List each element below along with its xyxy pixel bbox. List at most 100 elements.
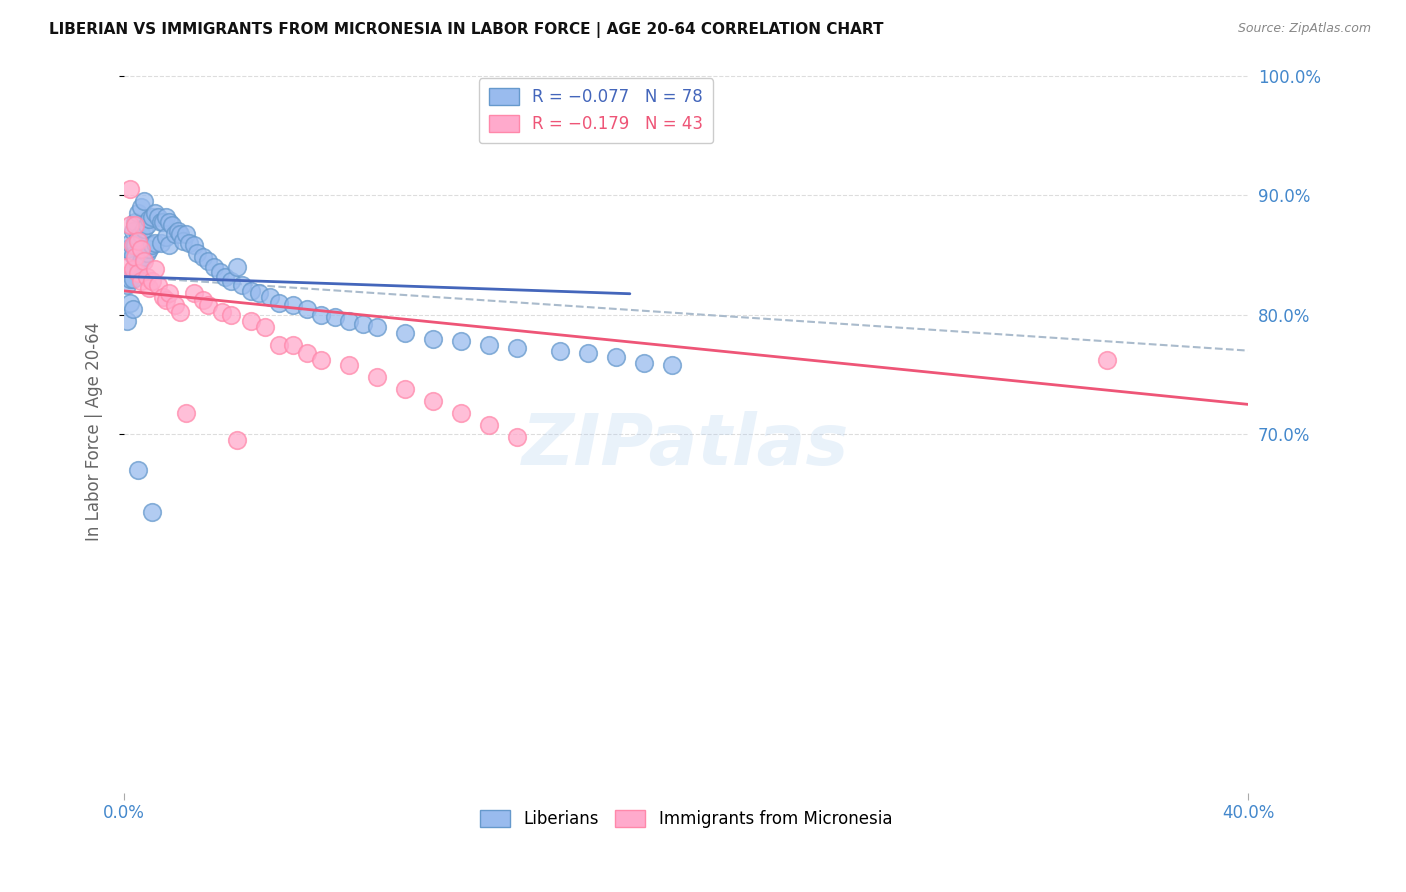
Point: [118, 295, 141, 310]
Point: [219, 274, 242, 288]
Point: [1097, 353, 1119, 368]
Point: [191, 293, 214, 308]
Point: [138, 242, 160, 256]
Point: [124, 238, 146, 252]
Point: [129, 242, 152, 256]
Point: [197, 254, 219, 268]
Point: [197, 298, 219, 312]
Point: [132, 221, 155, 235]
Point: [127, 266, 149, 280]
Point: [155, 210, 177, 224]
Point: [135, 269, 157, 284]
Point: [149, 214, 172, 228]
Point: [141, 238, 163, 252]
Point: [141, 274, 163, 288]
Text: ZIPatlas: ZIPatlas: [523, 411, 849, 480]
Point: [202, 260, 225, 274]
Point: [172, 234, 194, 248]
Point: [124, 262, 146, 277]
Point: [247, 286, 270, 301]
Point: [422, 332, 444, 346]
Point: [141, 505, 163, 519]
Point: [155, 293, 177, 308]
Point: [309, 308, 332, 322]
Point: [152, 214, 174, 228]
Point: [239, 284, 262, 298]
Point: [605, 350, 627, 364]
Point: [124, 251, 146, 265]
Point: [143, 262, 166, 277]
Point: [115, 314, 138, 328]
Point: [281, 298, 304, 312]
Point: [135, 245, 157, 260]
Text: LIBERIAN VS IMMIGRANTS FROM MICRONESIA IN LABOR FORCE | AGE 20-64 CORRELATION CH: LIBERIAN VS IMMIGRANTS FROM MICRONESIA I…: [49, 22, 884, 38]
Point: [132, 194, 155, 209]
Point: [478, 417, 501, 432]
Point: [163, 227, 186, 241]
Point: [152, 290, 174, 304]
Point: [118, 236, 141, 251]
Point: [146, 210, 169, 224]
Point: [450, 334, 472, 348]
Point: [157, 214, 180, 228]
Point: [174, 227, 197, 241]
Point: [450, 406, 472, 420]
Point: [127, 260, 149, 274]
Point: [214, 269, 236, 284]
Point: [183, 238, 205, 252]
Point: [169, 305, 191, 319]
Point: [208, 265, 231, 279]
Point: [121, 272, 143, 286]
Point: [129, 274, 152, 288]
Point: [129, 254, 152, 268]
Point: [506, 341, 529, 355]
Point: [478, 337, 501, 351]
Point: [121, 224, 143, 238]
Point: [211, 305, 233, 319]
Point: [177, 236, 200, 251]
Point: [146, 277, 169, 292]
Point: [118, 272, 141, 286]
Point: [157, 238, 180, 252]
Point: [121, 301, 143, 316]
Point: [115, 242, 138, 256]
Point: [337, 314, 360, 328]
Point: [166, 224, 188, 238]
Point: [124, 218, 146, 232]
Point: [115, 277, 138, 292]
Point: [132, 254, 155, 268]
Point: [141, 210, 163, 224]
Point: [352, 318, 374, 332]
Point: [121, 262, 143, 277]
Point: [143, 236, 166, 251]
Point: [323, 310, 346, 325]
Point: [295, 346, 318, 360]
Point: [143, 206, 166, 220]
Point: [295, 301, 318, 316]
Point: [366, 370, 388, 384]
Point: [191, 251, 214, 265]
Point: [225, 260, 247, 274]
Point: [155, 230, 177, 244]
Point: [281, 337, 304, 351]
Point: [337, 358, 360, 372]
Point: [548, 343, 571, 358]
Point: [633, 355, 655, 369]
Point: [138, 212, 160, 227]
Point: [127, 463, 149, 477]
Point: [169, 227, 191, 241]
Text: Source: ZipAtlas.com: Source: ZipAtlas.com: [1237, 22, 1371, 36]
Legend: Liberians, Immigrants from Micronesia: Liberians, Immigrants from Micronesia: [474, 804, 898, 835]
Point: [135, 218, 157, 232]
Point: [225, 434, 247, 448]
Point: [422, 393, 444, 408]
Point: [253, 319, 276, 334]
Point: [239, 314, 262, 328]
Y-axis label: In Labor Force | Age 20-64: In Labor Force | Age 20-64: [86, 322, 103, 541]
Point: [186, 245, 208, 260]
Point: [157, 286, 180, 301]
Point: [506, 429, 529, 443]
Point: [174, 406, 197, 420]
Point: [127, 234, 149, 248]
Point: [219, 308, 242, 322]
